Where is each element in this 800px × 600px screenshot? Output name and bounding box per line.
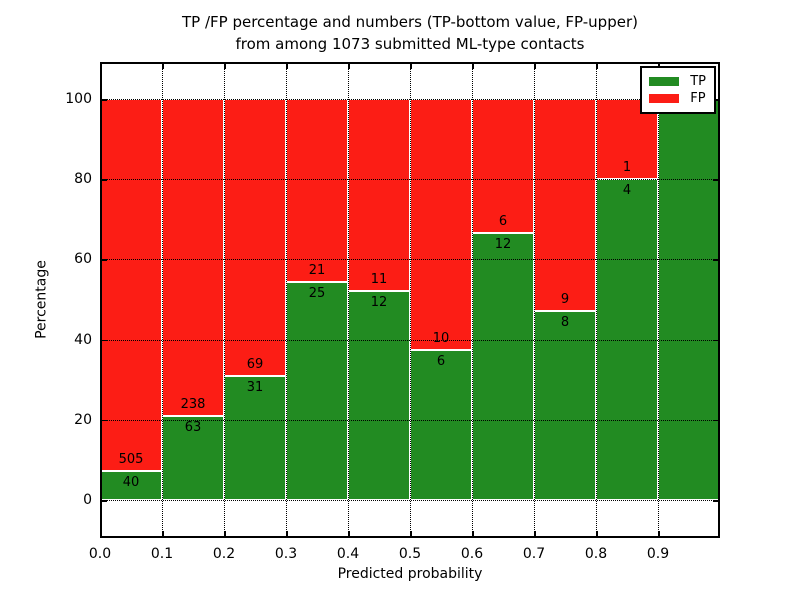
legend-label-fp: FP [690, 91, 706, 106]
y-tickmark-right [713, 179, 718, 181]
x-tick-label: 0.0 [88, 546, 112, 562]
y-tickmark-left [102, 419, 107, 422]
x-tickmark-bottom [224, 531, 226, 536]
x-tickmark-top [596, 64, 598, 69]
bar-value-label-tp: 31 [246, 379, 264, 395]
bar-value-label-fp: 10 [432, 330, 450, 346]
legend-swatch-tp [649, 77, 680, 86]
x-axis-label: Predicted probability [337, 566, 483, 582]
bar-value-label-tp: 63 [184, 420, 202, 436]
y-tickmark-left [102, 500, 107, 502]
x-tick-label: 0.9 [646, 546, 670, 562]
bar-value-label-tp: 4 [622, 183, 632, 199]
x-tickmark-bottom [596, 531, 598, 536]
bar-segment-fp [534, 99, 596, 312]
x-tickmark-bottom [162, 531, 164, 536]
x-tick-label: 0.5 [398, 546, 422, 562]
x-tick-label: 0.2 [212, 546, 236, 562]
bar-segment-fp [100, 99, 162, 471]
bar-value-label-fp: 1 [622, 160, 632, 176]
x-tick-label: 0.6 [460, 546, 484, 562]
x-tickmark-top [162, 64, 164, 69]
x-tickmark-bottom [348, 531, 350, 536]
bar-value-label-tp: 12 [494, 236, 512, 252]
x-tickmark-bottom [286, 531, 288, 536]
y-tick-label: 60 [74, 251, 92, 268]
x-tickmark-top [286, 64, 288, 69]
bar-value-label-fp: 238 [180, 397, 206, 413]
y-tick-label: 80 [74, 171, 92, 188]
y-tickmark-left [102, 179, 107, 181]
y-tick-label: 20 [74, 411, 92, 428]
bar-value-label-fp: 21 [308, 263, 326, 279]
x-tick-label: 0.4 [336, 546, 360, 562]
bar-value-label-tp: 12 [370, 294, 388, 310]
y-tickmark-left [102, 259, 107, 261]
legend-item: TP [649, 73, 706, 90]
bar-value-label-fp: 69 [246, 356, 264, 372]
bar-value-label-tp: 40 [122, 474, 140, 490]
bar-segment-fp [472, 99, 534, 233]
bar-segment-tp [410, 349, 472, 500]
x-tickmark-bottom [410, 531, 412, 536]
y-tick-label: 100 [65, 91, 92, 107]
bar-value-label-fp: 6 [498, 213, 508, 229]
x-tickmark-top [224, 64, 226, 69]
chart-title-line1: TP /FP percentage and numbers (TP-bottom… [182, 13, 638, 31]
y-tickmark-right [713, 259, 718, 261]
x-tickmark-bottom [658, 531, 660, 536]
bar-value-label-tp: 25 [308, 286, 326, 302]
x-tick-label: 0.7 [522, 546, 546, 562]
bar-segment-fp [224, 99, 286, 376]
bar-segment-tp [286, 282, 348, 500]
x-tickmark-top [100, 64, 102, 69]
bar-segment-tp [348, 290, 410, 500]
bar-segment-fp [162, 99, 224, 417]
legend: TP FP [640, 66, 716, 114]
y-tickmark-right [713, 500, 718, 502]
x-tickmark-top [410, 64, 412, 69]
x-tick-label: 0.3 [274, 546, 298, 562]
y-tickmark-right [713, 339, 718, 342]
bar-value-label-tp: 6 [436, 353, 446, 369]
x-tickmark-top [348, 64, 350, 69]
bar-segment-fp [410, 99, 472, 350]
bar-segment-tp [100, 470, 162, 500]
bar-segment-tp [472, 232, 534, 500]
x-tick-label: 0.8 [584, 546, 608, 562]
y-tick-label: 0 [83, 492, 92, 508]
chart-title-line2: from among 1073 submitted ML-type contac… [235, 35, 585, 53]
x-tickmark-top [472, 64, 474, 69]
x-tickmark-bottom [472, 531, 474, 536]
bar-segment-tp [596, 179, 658, 500]
grid-hline [100, 500, 720, 501]
legend-swatch-fp [649, 94, 680, 103]
y-tick-label: 40 [74, 331, 92, 348]
bar-value-label-fp: 11 [370, 271, 388, 287]
x-tick-label: 0.1 [150, 546, 174, 562]
y-tickmark-left [102, 339, 107, 342]
y-axis-label: Percentage [33, 260, 50, 339]
bar-segment-tp [658, 99, 720, 500]
legend-label-tp: TP [690, 74, 706, 89]
bar-segment-fp [286, 99, 348, 283]
chart-title: TP /FP percentage and numbers (TP-bottom… [100, 11, 720, 55]
bar-segment-fp [348, 99, 410, 291]
bar-value-label-fp: 505 [118, 451, 144, 467]
x-tickmark-top [534, 64, 536, 69]
bar-segment-tp [534, 311, 596, 500]
bar-value-label-tp: 8 [560, 315, 570, 331]
y-tickmark-right [713, 419, 718, 422]
bar-value-label-fp: 9 [560, 292, 570, 308]
x-tickmark-bottom [100, 531, 102, 536]
y-tickmark-left [102, 99, 107, 101]
x-tickmark-bottom [534, 531, 536, 536]
legend-item: FP [649, 90, 706, 107]
